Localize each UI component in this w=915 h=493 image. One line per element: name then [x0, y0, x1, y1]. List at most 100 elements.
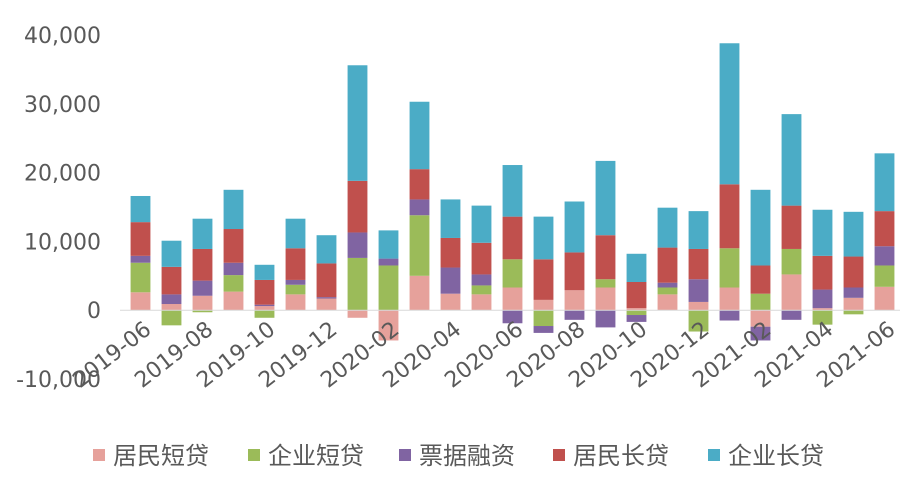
bar-segment — [192, 295, 213, 311]
bar-segment — [657, 282, 678, 288]
legend-label: 居民短贷 — [113, 442, 209, 470]
bar-segment — [564, 252, 585, 291]
bar-segment — [595, 279, 616, 288]
y-tick-label: 0 — [87, 299, 101, 324]
legend-label: 企业短贷 — [268, 442, 364, 470]
bar-segment — [843, 310, 864, 315]
bar-segment — [626, 308, 647, 311]
bar-segment — [378, 258, 399, 266]
bar-segment — [502, 287, 523, 311]
bar-segment — [223, 291, 244, 311]
bar-segment — [595, 310, 616, 328]
bar-segment — [750, 310, 771, 327]
bar-segment — [440, 293, 461, 311]
bar-segment — [254, 279, 275, 305]
bar-segment — [223, 229, 244, 263]
bar-segment — [688, 301, 709, 311]
bar-segment — [750, 293, 771, 311]
legend-label: 居民长贷 — [573, 442, 669, 470]
bar-segment — [347, 180, 368, 233]
bar-segment — [843, 256, 864, 288]
bar-segment — [843, 287, 864, 298]
bar-segment — [440, 237, 461, 268]
bar-segment — [874, 211, 895, 247]
bar-segment — [874, 246, 895, 266]
bar-segment — [626, 315, 647, 322]
bar-segment — [626, 310, 647, 316]
bar-segment — [254, 306, 275, 311]
legend-swatch — [399, 449, 411, 461]
bar-segment — [130, 255, 151, 263]
bar-segment — [254, 264, 275, 280]
bar-segment — [161, 240, 182, 267]
bar-segment — [471, 205, 492, 243]
bar-segment — [688, 248, 709, 280]
legend-swatch — [553, 449, 565, 461]
bar-segment — [254, 304, 275, 307]
bar-segment — [471, 274, 492, 286]
bar-segment — [316, 297, 337, 299]
bar-segment — [409, 215, 430, 276]
bar-segment — [409, 169, 430, 200]
bar-segment — [564, 201, 585, 253]
bar-segment — [502, 216, 523, 260]
bar-segment — [874, 153, 895, 212]
bar-segment — [812, 255, 833, 290]
bars-group — [130, 43, 895, 341]
bar-segment — [192, 218, 213, 249]
bar-segment — [750, 265, 771, 294]
bar-segment — [440, 199, 461, 238]
x-axis-ticks: 2019-062019-082019-102019-122020-022020-… — [68, 317, 900, 393]
bar-segment — [285, 248, 306, 280]
y-axis-ticks: -10,000 0 10,000 20,000 30,000 40,000 — [16, 24, 101, 393]
bar-segment — [502, 165, 523, 217]
bar-segment — [812, 289, 833, 309]
bar-segment — [409, 199, 430, 216]
bar-segment — [409, 275, 430, 311]
bar-segment — [316, 298, 337, 311]
bar-segment — [719, 248, 740, 288]
legend: 居民短贷 企业短贷 票据融资 居民长贷 企业长贷 — [93, 442, 824, 470]
y-tick-label: 10,000 — [24, 230, 101, 255]
bar-segment — [161, 304, 182, 311]
bar-segment — [223, 275, 244, 292]
bar-segment — [130, 262, 151, 293]
bar-segment — [316, 263, 337, 298]
bar-segment — [812, 308, 833, 311]
bar-segment — [688, 310, 709, 332]
bar-segment — [130, 292, 151, 311]
bar-segment — [378, 310, 399, 341]
bar-segment — [440, 267, 461, 294]
bar-segment — [533, 299, 554, 311]
bar-segment — [192, 310, 213, 313]
y-tick-label: 20,000 — [24, 162, 101, 187]
legend-label: 企业长贷 — [728, 442, 824, 470]
bar-segment — [874, 286, 895, 311]
bar-segment — [533, 259, 554, 300]
bar-segment — [130, 195, 151, 223]
bar-segment — [595, 160, 616, 236]
bar-segment — [874, 265, 895, 287]
bar-segment — [223, 262, 244, 276]
bar-segment — [192, 248, 213, 281]
bar-segment — [161, 310, 182, 326]
bar-segment — [719, 287, 740, 311]
bar-segment — [843, 211, 864, 257]
bar-segment — [285, 284, 306, 295]
bar-segment — [533, 310, 554, 327]
bar-segment — [192, 280, 213, 296]
bar-segment — [657, 247, 678, 283]
bar-segment — [781, 274, 802, 311]
bar-segment — [781, 310, 802, 320]
y-tick-label: -10,000 — [16, 368, 101, 393]
bar-segment — [254, 310, 275, 318]
bar-segment — [471, 242, 492, 275]
legend-label: 票据融资 — [419, 442, 515, 470]
bar-segment — [533, 326, 554, 333]
bar-segment — [750, 326, 771, 341]
bar-segment — [595, 235, 616, 280]
bar-segment — [130, 222, 151, 256]
bar-segment — [595, 287, 616, 311]
